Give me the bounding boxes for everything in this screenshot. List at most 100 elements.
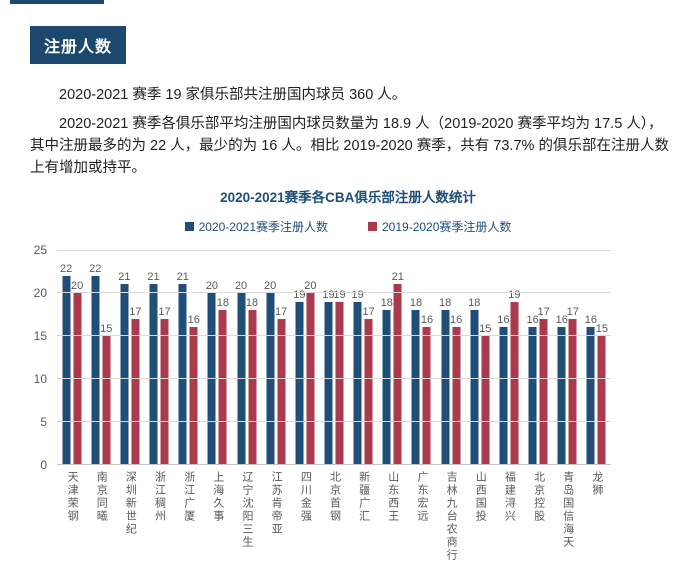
- chart-legend: 2020-2021赛季注册人数 2019-2020赛季注册人数: [14, 218, 682, 235]
- bar-value-label: 18: [380, 297, 393, 310]
- x-axis-label: 新疆广汇: [357, 471, 370, 523]
- bar-pair: 21 17: [147, 250, 171, 465]
- bar-value-label: 22: [59, 262, 73, 275]
- x-axis-label-cell: 山东西王: [378, 471, 407, 562]
- bar-group: 16 19: [494, 250, 523, 465]
- bar-2019-2020: [218, 310, 227, 465]
- x-axis-label: 南京同曦: [95, 471, 108, 523]
- bar-value-label: 15: [100, 323, 113, 335]
- bar-group: 20 18: [232, 250, 261, 465]
- bar-value-label: 18: [216, 297, 229, 310]
- bar-value-label: 20: [304, 280, 317, 292]
- x-axis-label-cell: 吉林九台农商行: [436, 471, 465, 562]
- x-axis-label-cell: 山西国投: [465, 471, 494, 562]
- y-axis-tick-label: 25: [33, 243, 47, 257]
- x-axis-label: 青岛国信海天: [561, 471, 574, 549]
- bar-2019-2020: [393, 284, 402, 465]
- bar-group: 21 16: [174, 250, 203, 465]
- legend-label: 2020-2021赛季注册人数: [198, 220, 328, 234]
- x-axis-label-cell: 天津荣钢: [57, 471, 86, 562]
- bar-value-label: 20: [264, 280, 277, 292]
- bar-2019-2020: [277, 318, 286, 465]
- bar-value-label: 19: [322, 288, 335, 301]
- x-axis-label: 上海久事: [211, 471, 224, 523]
- bar-value-label: 18: [245, 297, 259, 310]
- bar-2020-2021: [324, 301, 333, 465]
- bar-2019-2020: [335, 301, 344, 465]
- bar-value-label: 16: [555, 314, 568, 327]
- bar-value-label: 17: [129, 305, 142, 318]
- x-axis-label-cell: 福建浔兴: [494, 471, 523, 562]
- bar-2019-2020: [248, 310, 257, 465]
- x-axis-label: 深圳新世纪: [124, 471, 137, 536]
- bar-value-label: 19: [508, 288, 521, 301]
- bar-value-label: 16: [420, 314, 434, 327]
- bar-2020-2021: [441, 310, 450, 465]
- bar-group: 22 15: [86, 250, 115, 465]
- x-axis-label: 山东西王: [386, 471, 399, 523]
- bar-2020-2021: [557, 327, 566, 465]
- bar-group: 18 16: [407, 250, 436, 465]
- x-axis-label-cell: 浙江稠州: [144, 471, 173, 562]
- x-axis-label: 天津荣钢: [66, 471, 79, 523]
- bar-pair: 16 17: [556, 250, 579, 465]
- section-badge: 注册人数: [30, 26, 127, 64]
- bar-value-label: 20: [70, 280, 84, 292]
- bar-chart-plot-area: 22 20 22 15 21 17 21 17 21 16 20 18 20 18 20 17 19 20 19 19…: [34, 243, 611, 472]
- x-axis-label: 北京首钢: [328, 471, 341, 523]
- x-axis-label: 江苏肯帝亚: [270, 471, 283, 536]
- bar-value-label: 16: [497, 314, 510, 327]
- bar-group: 16 17: [524, 250, 553, 465]
- x-axis-label: 辽宁沈阳三生: [241, 471, 254, 549]
- bar-2020-2021: [91, 275, 100, 465]
- x-axis-label-cell: 江苏肯帝亚: [261, 471, 290, 562]
- bar-value-label: 21: [391, 271, 404, 284]
- bar-value-label: 19: [351, 288, 364, 301]
- bar-value-label: 18: [468, 297, 481, 310]
- bar-value-label: 19: [333, 288, 346, 301]
- bar-group: 20 18: [203, 250, 232, 465]
- bar-pair: 18 16: [410, 250, 433, 465]
- bar-value-label: 19: [293, 288, 306, 301]
- bar-value-label: 16: [526, 314, 539, 327]
- bar-pair: 21 16: [177, 250, 200, 465]
- y-axis-tick-label: 10: [33, 372, 47, 386]
- x-axis-label: 山西国投: [474, 471, 487, 523]
- bar-value-label: 16: [187, 314, 200, 327]
- bar-pair: 16 19: [497, 250, 521, 465]
- gridline: [57, 292, 611, 293]
- x-axis-label-cell: 龙狮: [582, 471, 611, 562]
- bar-2020-2021: [470, 310, 479, 465]
- bar-value-label: 15: [479, 323, 492, 335]
- bar-2020-2021: [120, 284, 129, 465]
- bar-pair: 18 16: [439, 250, 462, 465]
- bar-pair: 18 15: [468, 250, 491, 465]
- x-axis-label-cell: 四川金强: [290, 471, 319, 562]
- bar-2019-2020: [364, 318, 373, 465]
- bar-2019-2020: [306, 293, 315, 465]
- bar-group: 16 15: [582, 250, 611, 465]
- bar-value-label: 17: [537, 305, 550, 318]
- bar-2020-2021: [62, 275, 71, 465]
- bar-2019-2020: [452, 327, 461, 465]
- y-axis-tick-label: 0: [40, 458, 47, 472]
- bar-pair: 18 21: [381, 250, 404, 465]
- bar-group: 18 15: [465, 250, 494, 465]
- bar-pair: 16 17: [526, 250, 550, 465]
- bar-group: 20 17: [261, 250, 290, 465]
- x-axis-label-cell: 广东宏远: [407, 471, 436, 562]
- bar-2019-2020: [160, 318, 169, 465]
- x-axis-label-cell: 辽宁沈阳三生: [232, 471, 261, 562]
- bar-value-label: 15: [595, 323, 609, 335]
- x-axis-label: 福建浔兴: [503, 471, 516, 523]
- legend-label: 2019-2020赛季注册人数: [382, 220, 512, 234]
- bar-2020-2021: [178, 284, 187, 465]
- bar-2020-2021: [207, 293, 216, 465]
- bar-pair: 20 17: [264, 250, 287, 465]
- bar-2019-2020: [422, 327, 431, 465]
- x-axis-label-cell: 北京首钢: [319, 471, 348, 562]
- x-axis-label: 龙狮: [590, 471, 603, 497]
- paragraph-total-players: 2020-2021 赛季 19 家俱乐部共注册国内球员 360 人。: [59, 87, 407, 103]
- bar-value-label: 20: [205, 280, 218, 292]
- bar-value-label: 21: [118, 271, 131, 284]
